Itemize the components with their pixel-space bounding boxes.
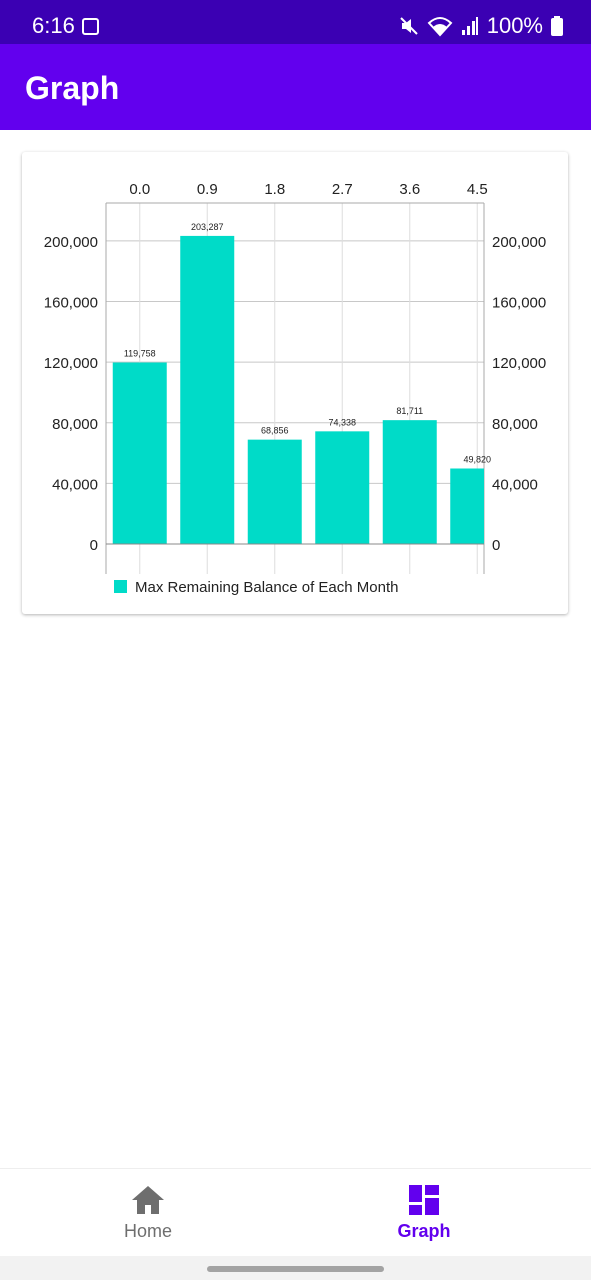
x-tick-label: 3.6 (399, 181, 420, 198)
x-tick-label: 1.8 (264, 181, 285, 198)
app-bar: Graph (0, 44, 591, 130)
legend-label: Max Remaining Balance of Each Month (135, 579, 398, 596)
y-tick-label-left: 40,000 (52, 476, 98, 493)
bar (382, 420, 437, 544)
y-tick-label-left: 80,000 (52, 416, 98, 433)
bar (180, 235, 235, 544)
nav-item-graph[interactable]: Graph (276, 1169, 572, 1257)
y-tick-label-left: 200,000 (44, 234, 98, 251)
home-icon (132, 1185, 164, 1214)
nav-label-home: Home (123, 1220, 172, 1241)
status-time: 6:16 (32, 13, 75, 38)
gesture-area (0, 1256, 591, 1280)
nav-label-graph: Graph (397, 1220, 451, 1241)
x-tick-label: 2.7 (332, 181, 353, 198)
legend-swatch (114, 580, 127, 593)
bar (315, 431, 370, 544)
battery-icon (551, 16, 563, 36)
x-tick-label: 0.9 (197, 181, 218, 198)
y-tick-label-right: 80,000 (492, 416, 538, 433)
y-tick-label-left: 0 (90, 537, 98, 554)
bottom-navigation: Home Graph (0, 1168, 591, 1257)
bar-value-label: 203,287 (191, 222, 224, 232)
bar-value-label: 49,820 (463, 454, 491, 464)
y-tick-label-right: 160,000 (492, 295, 546, 312)
y-tick-label-right: 200,000 (492, 234, 546, 251)
status-bar: 6:16 100% (0, 0, 591, 44)
bar-chart[interactable]: 0 0 40,000 40,000 80,000 80,000 120,000 120,000… (22, 152, 568, 614)
page-title: Graph (25, 70, 120, 106)
gallery-icon (82, 18, 99, 35)
bar (247, 439, 302, 544)
chart-card: 0 0 40,000 40,000 80,000 80,000 120,000 120,000… (22, 152, 568, 614)
bar-value-label: 81,711 (396, 406, 423, 416)
x-tick-label: 0.0 (129, 181, 150, 198)
bar (450, 468, 484, 544)
bar-value-label: 74,338 (328, 417, 356, 427)
nav-item-home[interactable]: Home (0, 1169, 296, 1257)
x-tick-label: 4.5 (467, 181, 488, 198)
y-tick-label-left: 160,000 (44, 295, 98, 312)
bar-value-label: 119,758 (124, 349, 156, 359)
mute-icon (400, 17, 418, 35)
y-tick-label-left: 120,000 (44, 355, 98, 372)
y-tick-label-right: 0 (492, 537, 500, 554)
wifi-icon (427, 17, 453, 37)
bar (112, 362, 167, 544)
dashboard-icon (409, 1184, 439, 1215)
y-tick-label-right: 40,000 (492, 476, 538, 493)
y-tick-label-right: 120,000 (492, 355, 546, 372)
battery-percentage: 100% (486, 13, 543, 38)
gesture-handle[interactable] (207, 1266, 384, 1272)
signal-icon (461, 17, 478, 35)
status-icons: 100% (399, 11, 563, 41)
bar-value-label: 68,856 (261, 426, 289, 436)
